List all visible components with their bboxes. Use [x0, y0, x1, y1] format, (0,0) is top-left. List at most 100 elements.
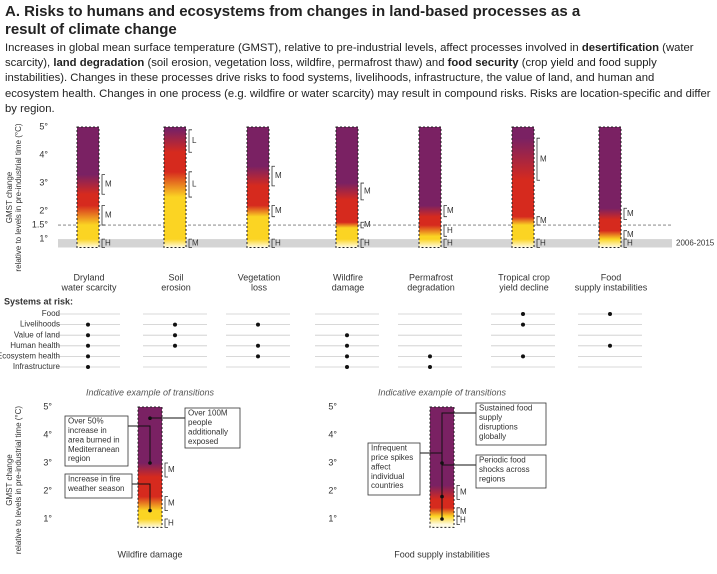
risk-dot — [428, 354, 432, 359]
risk-dot — [256, 354, 260, 359]
annotation-text: supply — [479, 413, 502, 422]
confidence-label: H — [447, 238, 453, 247]
y-tick-label: 5° — [328, 401, 337, 411]
risk-dot — [173, 343, 177, 348]
ember-name: Tropical crop — [498, 272, 550, 282]
annotation-text: Periodic food — [479, 456, 526, 465]
annotation-text: exposed — [188, 437, 218, 446]
risk-dot — [86, 322, 90, 327]
axis-title: GMST change — [5, 171, 14, 223]
period-band — [58, 239, 672, 248]
confidence-label: H — [275, 238, 281, 247]
confidence-label: H — [105, 238, 111, 247]
risk-dot — [521, 312, 525, 316]
transition-bracket — [360, 221, 364, 229]
risk-dot — [521, 322, 525, 327]
annotation-point — [440, 494, 444, 499]
transition-bracket — [360, 182, 364, 201]
ember-name: Permafrost — [409, 272, 454, 282]
annotation-text: shocks across — [479, 465, 530, 474]
annotation-box — [475, 454, 547, 489]
transition-bracket — [443, 238, 447, 248]
transition-bracket — [164, 518, 168, 528]
transition-bracket — [101, 174, 105, 195]
y-tick-label: 2° — [43, 485, 52, 495]
annotation-text: Over 50% — [68, 417, 104, 426]
system-label: Infrastructure — [13, 362, 61, 371]
annotation-connector — [132, 483, 151, 511]
axis-title: GMST change — [5, 454, 14, 506]
risk-dot — [521, 354, 525, 359]
y-tick-label: 1.5° — [32, 219, 49, 229]
confidence-label: H — [168, 518, 174, 527]
risk-dot — [86, 354, 90, 359]
confidence-label: H — [460, 516, 466, 525]
period-label: 2006-2015 — [676, 238, 715, 247]
risk-dot — [86, 343, 90, 348]
risk-dot — [608, 343, 612, 348]
y-tick-label: 5° — [39, 121, 48, 131]
confidence-label: M — [627, 230, 634, 239]
description-part: (crop yield and food supply instabilitie… — [5, 57, 711, 115]
confidence-label: L — [192, 180, 197, 189]
transition-bracket — [271, 238, 275, 248]
system-label: Food — [42, 309, 60, 318]
y-tick-label: 4° — [328, 429, 337, 439]
panel-title: Indicative example of transitions — [86, 387, 215, 397]
annotation-text: increase in — [68, 426, 107, 435]
panel-title: Indicative example of transitions — [378, 387, 507, 397]
annotation-connector — [128, 425, 151, 463]
annotation-text: globally — [479, 432, 506, 441]
risk-dot — [173, 322, 177, 327]
title: A. Risks to humans and ecosystems from c… — [5, 3, 581, 38]
transition-bracket — [536, 137, 540, 181]
description-part: food security — [447, 57, 519, 70]
transition-bracket — [271, 205, 275, 218]
ember — [335, 126, 359, 248]
confidence-label: M — [460, 507, 467, 516]
confidence-label: M — [364, 220, 371, 229]
confidence-label: H — [447, 226, 453, 235]
risk-dot — [86, 333, 90, 338]
system-label: Ecosystem health — [0, 352, 60, 361]
description-part: (water scarcity), — [5, 42, 694, 70]
ember-name: Dryland — [73, 272, 104, 282]
risk-dot — [345, 354, 349, 359]
ember-name: degradation — [407, 282, 455, 292]
risk-dot — [256, 343, 260, 348]
confidence-label: M — [540, 154, 547, 163]
risk-dot — [256, 322, 260, 327]
ember-name: Vegetation — [238, 272, 281, 282]
annotation-point — [440, 517, 444, 521]
risk-dot — [86, 365, 90, 369]
ember-name: Food — [601, 272, 622, 282]
annotation-text: Increase in fire — [68, 475, 121, 484]
annotation-point — [148, 416, 152, 421]
annotation-text: Infrequent — [371, 444, 408, 453]
transition-bracket — [443, 224, 447, 237]
annotation-box — [64, 415, 129, 467]
annotation-connector — [441, 464, 476, 497]
description-part: (soil erosion, vegetation loss, wildfire… — [144, 57, 448, 70]
annotation-point — [148, 461, 152, 465]
ember-name: Wildfire — [333, 272, 363, 282]
transition-bracket — [456, 485, 460, 500]
annotation-text: price spikes — [371, 453, 413, 462]
confidence-label: M — [627, 209, 634, 218]
confidence-label: M — [168, 465, 175, 474]
confidence-label: H — [364, 238, 370, 247]
y-tick-label: 3° — [39, 177, 48, 187]
ember-name: loss — [251, 282, 268, 292]
annotation-text: regions — [479, 474, 505, 483]
confidence-label: L — [192, 136, 197, 145]
annotation-point — [148, 508, 152, 513]
confidence-label: H — [627, 238, 633, 247]
transition-bracket — [101, 238, 105, 248]
annotation-text: countries — [371, 481, 403, 490]
ember-name: supply instabilities — [575, 282, 648, 292]
transition-bracket — [188, 171, 192, 198]
ember-name: Soil — [168, 272, 183, 282]
annotation-text: affect — [371, 462, 391, 471]
confidence-label: M — [460, 488, 467, 497]
